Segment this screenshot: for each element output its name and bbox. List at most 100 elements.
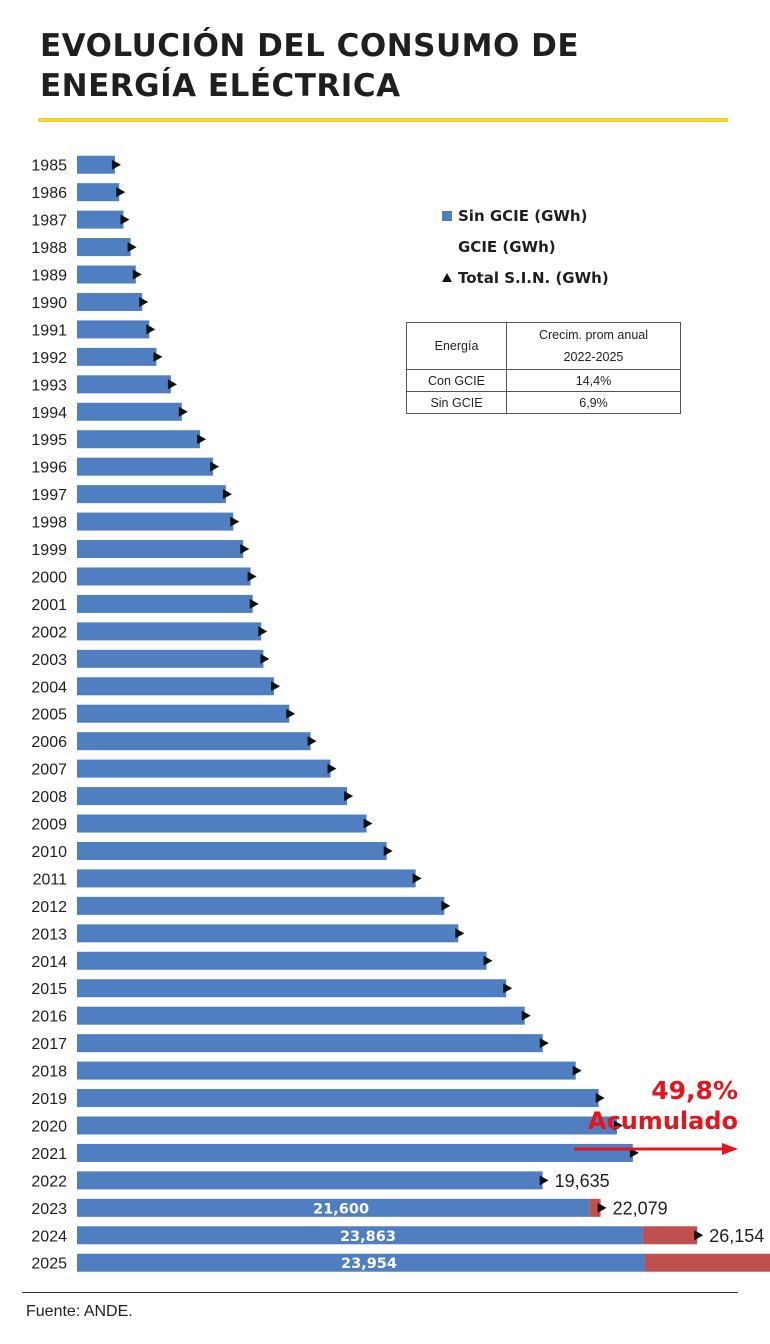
year-tick-label: 2004	[31, 679, 67, 696]
legend-item-gcie: GCIE (GWh)	[442, 231, 722, 262]
year-tick-label: 2018	[31, 1064, 67, 1081]
total-marker	[307, 736, 317, 747]
total-marker	[539, 1175, 549, 1186]
legend-triangle-icon	[442, 273, 452, 282]
bar-sin-gcie	[77, 732, 311, 751]
consumption-bar-chart: 1985 1986 1987 1988 1989 1990 1991 1992 1993 1994…	[31, 155, 770, 1273]
bar-sin-gcie	[77, 540, 244, 559]
total-marker	[146, 324, 156, 335]
growth-row-label: Con GCIE	[406, 369, 507, 392]
year-tick-label: 1988	[31, 240, 67, 257]
bar-sin-gcie	[77, 1253, 646, 1272]
year-tick-label: 2014	[31, 954, 67, 971]
year-tick-label: 1996	[31, 460, 67, 477]
bar-sin-gcie	[77, 238, 131, 257]
year-tick-label: 2001	[31, 597, 67, 614]
total-marker	[694, 1230, 704, 1241]
callout-percentage: 49,8%	[651, 1076, 738, 1105]
bar-sin-gcie	[77, 979, 507, 998]
bar-inner-label: 23,863	[340, 1229, 396, 1245]
total-marker	[230, 516, 240, 527]
total-marker	[258, 626, 268, 637]
total-marker	[539, 1038, 549, 1049]
bar-sin-gcie	[77, 183, 120, 202]
total-marker	[483, 955, 493, 966]
source-label: Fuente:	[26, 1303, 81, 1320]
bar-sin-gcie	[77, 1226, 643, 1245]
total-marker	[111, 159, 121, 170]
bar-sin-gcie	[77, 375, 171, 394]
year-tick-label: 2007	[31, 762, 67, 779]
bar-sin-gcie	[77, 485, 226, 504]
growth-row-value: 14,4%	[506, 369, 681, 392]
bar-sin-gcie	[77, 704, 290, 723]
total-marker	[249, 598, 259, 609]
bar-inner-label: 23,954	[341, 1256, 397, 1272]
bar-sin-gcie	[77, 759, 331, 778]
callout-label: Acumulado	[587, 1107, 738, 1135]
year-tick-label: 1994	[31, 405, 67, 422]
bar-sin-gcie	[77, 841, 387, 860]
bar-total-label: 26,154	[709, 1226, 764, 1246]
bar-sin-gcie	[77, 457, 214, 476]
legend-label: Total S.I.N. (GWh)	[458, 268, 609, 287]
total-marker	[260, 653, 270, 664]
year-tick-label: 2003	[31, 652, 67, 669]
year-tick-label: 1993	[31, 377, 67, 394]
total-marker	[613, 1120, 623, 1131]
total-marker	[127, 242, 137, 253]
year-tick-label: 2006	[31, 734, 67, 751]
table-row: Sin GCIE 6,9%	[406, 391, 681, 414]
year-tick-label: 1997	[31, 487, 67, 504]
total-marker	[120, 214, 130, 225]
total-marker	[116, 187, 126, 198]
bar-sin-gcie	[77, 210, 124, 229]
legend-item-total: Total S.I.N. (GWh)	[442, 262, 722, 293]
bar-sin-gcie	[77, 1198, 590, 1217]
bar-inner-label: 21,600	[313, 1201, 369, 1217]
year-tick-label: 1985	[31, 158, 67, 175]
year-tick-label: 2019	[31, 1091, 67, 1108]
growth-header-crecimiento: Crecim. prom anual 2022-2025	[506, 322, 681, 370]
total-marker	[521, 1010, 531, 1021]
legend-label: Sin GCIE (GWh)	[458, 206, 588, 225]
title-underline	[38, 118, 728, 122]
year-tick-label: 2009	[31, 817, 67, 834]
bar-sin-gcie	[77, 1143, 633, 1162]
page-title: EVOLUCIÓN DEL CONSUMO DE ENERGÍA ELÉCTRI…	[40, 28, 580, 104]
bar-sin-gcie	[77, 594, 253, 613]
growth-row-label: Sin GCIE	[406, 391, 507, 414]
total-marker	[344, 791, 354, 802]
total-marker	[572, 1065, 582, 1076]
bar-gcie	[642, 1226, 698, 1245]
growth-table-header: Energía Crecim. prom anual 2022-2025	[406, 322, 681, 370]
bar-sin-gcie	[77, 265, 136, 284]
growth-header-line2: 2022-2025	[563, 350, 624, 364]
bar-sin-gcie	[77, 677, 275, 696]
bar-sin-gcie	[77, 924, 459, 943]
legend-label: GCIE (GWh)	[458, 237, 556, 256]
bar-sin-gcie	[77, 292, 143, 311]
legend-square-icon	[442, 210, 452, 221]
arrow-right-icon	[574, 1143, 738, 1155]
bar-total-label: 22,079	[613, 1198, 668, 1218]
year-tick-label: 1986	[31, 185, 67, 202]
year-tick-label: 1989	[31, 268, 67, 285]
bar-sin-gcie	[77, 430, 201, 449]
footer-divider	[22, 1292, 738, 1293]
growth-header-line1: Crecim. prom anual	[538, 328, 649, 342]
year-tick-label: 1987	[31, 213, 67, 230]
year-tick-label: 2002	[31, 624, 67, 641]
bar-gcie	[645, 1253, 770, 1272]
total-marker	[222, 489, 232, 500]
year-tick-label: 1999	[31, 542, 67, 559]
chart-legend: Sin GCIE (GWh) GCIE (GWh) Total S.I.N. (…	[442, 200, 722, 293]
year-tick-label: 2008	[31, 789, 67, 806]
source-value: ANDE.	[83, 1303, 133, 1320]
total-marker	[271, 681, 281, 692]
total-marker	[441, 900, 451, 911]
bar-sin-gcie	[77, 1089, 599, 1108]
bar-sin-gcie	[77, 155, 115, 174]
year-tick-label: 2010	[31, 844, 67, 861]
bar-sin-gcie	[77, 649, 264, 668]
